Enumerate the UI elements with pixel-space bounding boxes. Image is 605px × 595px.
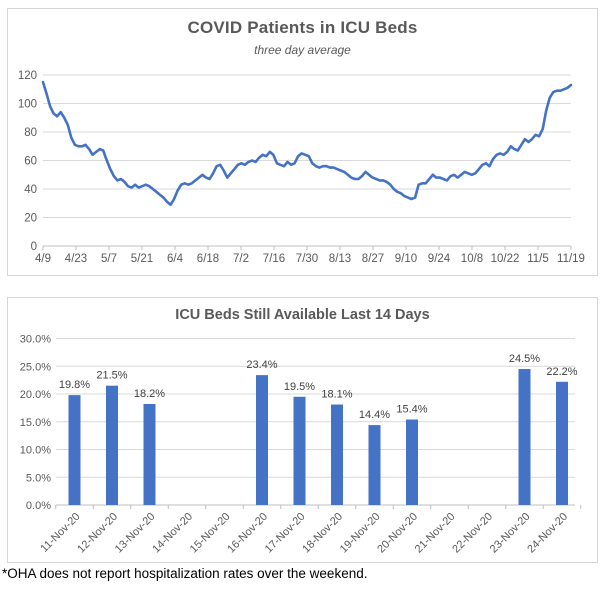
- bar-value-label: 18.1%: [321, 389, 352, 401]
- x-axis-tick-label: 8/27: [362, 253, 384, 265]
- bar-chart-title: ICU Beds Still Available Last 14 Days: [175, 307, 430, 323]
- y-axis-tick-label: 100: [18, 99, 37, 111]
- bar-chart: 0.0%5.0%10.0%15.0%20.0%25.0%30.0%19.8%11…: [20, 334, 582, 556]
- bar: [368, 425, 381, 505]
- y-axis-tick-label: 0.0%: [26, 500, 51, 512]
- x-axis-tick-label: 7/30: [296, 253, 318, 265]
- footnote: *OHA does not report hospitalization rat…: [2, 566, 368, 581]
- bar-value-label: 18.2%: [134, 388, 165, 400]
- bar: [106, 385, 118, 505]
- y-axis-tick-label: 60: [24, 156, 37, 168]
- y-axis-tick-label: 10.0%: [20, 445, 51, 457]
- y-axis-tick-label: 15.0%: [20, 417, 51, 429]
- x-axis-tick-label: 7/16: [263, 253, 285, 265]
- x-axis-tick-label: 24-Nov-20: [525, 511, 570, 556]
- y-axis-tick-label: 30.0%: [20, 334, 51, 346]
- x-axis-tick-label: 10/22: [491, 253, 520, 265]
- bar-chart-plot: 0.0%5.0%10.0%15.0%20.0%25.0%30.0%19.8%11…: [20, 334, 582, 556]
- x-axis-tick-label: 9/10: [395, 253, 417, 265]
- x-axis-tick-label: 6/4: [167, 253, 184, 265]
- bar-value-label: 23.4%: [246, 359, 277, 371]
- bar: [556, 381, 568, 505]
- x-axis-tick-label: 9/24: [428, 253, 451, 265]
- y-axis-tick-label: 120: [18, 70, 37, 82]
- bar: [293, 396, 306, 505]
- bar: [331, 404, 343, 505]
- x-axis-tick-label: 4/23: [65, 253, 87, 265]
- x-axis-tick-label: 11/5: [527, 253, 549, 265]
- x-axis-tick-label: 5/21: [131, 253, 153, 265]
- bar: [518, 369, 531, 505]
- bar-value-label: 15.4%: [396, 404, 427, 416]
- x-axis-tick-label: 8/13: [329, 253, 351, 265]
- bar: [143, 403, 156, 505]
- y-axis-tick-label: 80: [24, 127, 37, 139]
- x-axis-tick-label: 10/8: [461, 253, 483, 265]
- bar-value-label: 19.5%: [284, 381, 315, 393]
- line-chart-title: COVID Patients in ICU Beds: [187, 18, 418, 37]
- bar-value-label: 19.8%: [59, 379, 90, 391]
- y-axis-tick-label: 20: [24, 213, 37, 225]
- bar-value-label: 21.5%: [96, 370, 127, 382]
- bar: [68, 395, 81, 505]
- bar: [256, 375, 268, 505]
- x-axis-tick-label: 4/9: [35, 253, 51, 265]
- x-axis-tick-label: 11/19: [557, 253, 585, 265]
- bar: [406, 419, 418, 505]
- y-axis-tick-label: 25.0%: [20, 361, 51, 373]
- line-chart-plot: 0 20 40 60 80 100 120 4/9 4/23 5/7 5/21 6/4 6/18 7/2 7…: [18, 70, 585, 265]
- bar-value-label: 22.2%: [546, 366, 577, 378]
- line-chart-panel: COVID Patients in ICU Beds three day ave…: [7, 8, 598, 276]
- line-chart: 0 20 40 60 80 100 120 4/9 4/23 5/7 5/21 6/4 6/18 7/2 7…: [18, 70, 585, 265]
- x-axis-tick-label: 5/7: [101, 253, 117, 265]
- bar-value-label: 14.4%: [359, 409, 390, 421]
- bar-value-label: 24.5%: [509, 353, 540, 365]
- line-chart-subtitle: three day average: [254, 43, 351, 57]
- x-axis-tick-label: 6/18: [197, 253, 219, 265]
- covid-icu-line-series: [41, 80, 573, 206]
- y-axis-tick-label: 20.0%: [20, 389, 51, 401]
- y-axis-tick-label: 5.0%: [26, 472, 51, 484]
- x-axis-tick-label: 7/2: [233, 253, 249, 265]
- y-axis-tick-label: 0: [31, 241, 37, 253]
- y-axis-tick-label: 40: [24, 184, 37, 196]
- bar-chart-panel: ICU Beds Still Available Last 14 Days 0.…: [7, 297, 598, 563]
